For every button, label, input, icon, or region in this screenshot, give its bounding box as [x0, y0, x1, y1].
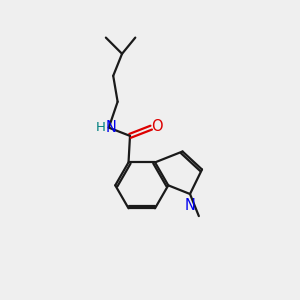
Text: H: H — [96, 121, 106, 134]
Text: N: N — [106, 120, 117, 135]
Text: N: N — [184, 198, 195, 213]
Text: O: O — [151, 119, 162, 134]
